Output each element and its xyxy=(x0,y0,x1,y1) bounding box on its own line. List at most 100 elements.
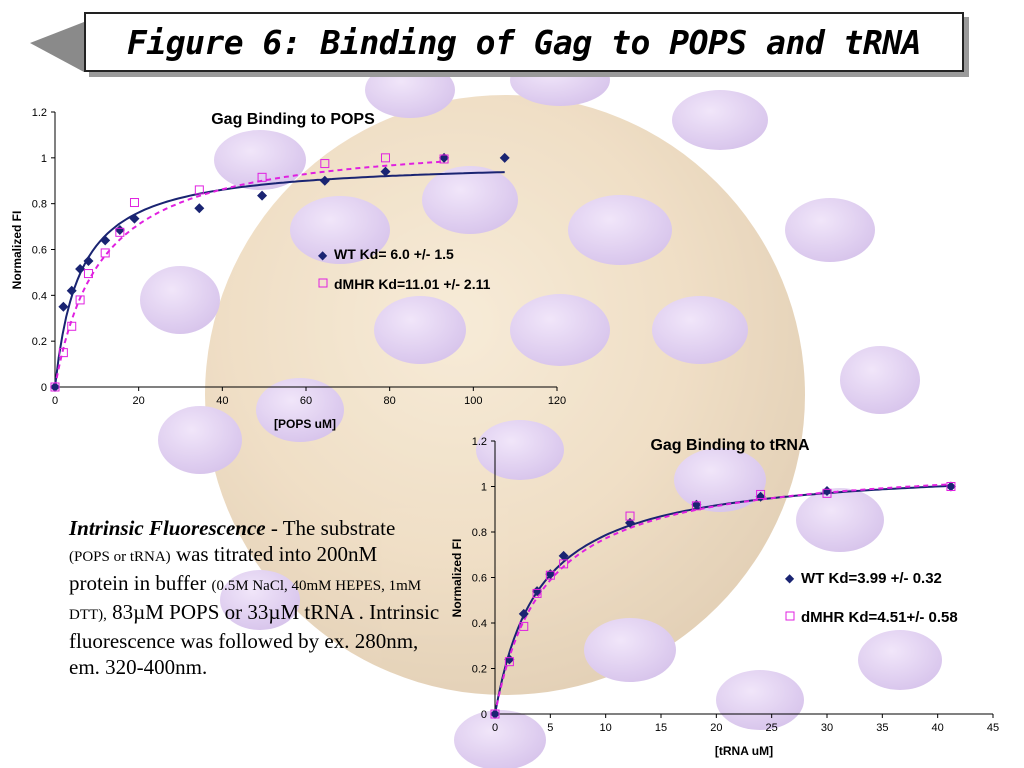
data-point-wt xyxy=(194,203,205,214)
data-point-wt xyxy=(518,608,529,619)
y-tick-label: 1.2 xyxy=(472,436,487,448)
chart-title: Gag Binding to POPS xyxy=(211,111,375,128)
data-point-dmhr xyxy=(75,295,85,305)
method-caption: Intrinsic Fluorescence - The substrate (… xyxy=(69,515,441,680)
y-tick-label: 0.2 xyxy=(472,664,487,676)
y-tick-label: 0.8 xyxy=(472,527,487,539)
slide-title-box: Figure 6: Binding of Gag to POPS and tRN… xyxy=(84,12,964,72)
x-tick-label: 45 xyxy=(987,722,999,734)
legend-label-dmhr: dMHR Kd=11.01 +/- 2.11 xyxy=(334,276,491,292)
title-arrow-decoration xyxy=(30,22,84,72)
data-point-wt xyxy=(100,235,111,246)
y-tick-label: 0 xyxy=(481,709,487,721)
data-point-wt xyxy=(114,225,125,236)
legend-marker-dmhr xyxy=(785,611,795,621)
data-point-wt xyxy=(83,255,94,266)
caption-heading: Intrinsic Fluorescence xyxy=(69,516,266,540)
x-tick-label: 0 xyxy=(52,395,58,407)
data-point-dmhr xyxy=(129,198,139,208)
data-point-wt xyxy=(822,486,832,497)
x-tick-label: 30 xyxy=(821,722,833,734)
x-tick-label: 0 xyxy=(492,722,498,734)
data-point-dmhr xyxy=(83,269,93,279)
data-point-dmhr xyxy=(115,227,125,237)
data-point-wt xyxy=(257,190,268,201)
data-point-dmhr xyxy=(756,489,766,499)
y-axis-label: Normalized FI xyxy=(450,539,464,618)
x-tick-label: 25 xyxy=(766,722,778,734)
data-point-dmhr xyxy=(490,709,500,719)
y-axis-label: Normalized FI xyxy=(10,211,24,290)
y-tick-label: 0.2 xyxy=(32,336,47,348)
x-tick-label: 40 xyxy=(216,395,228,407)
data-point-dmhr xyxy=(100,248,110,258)
y-tick-label: 0.8 xyxy=(32,199,47,211)
caption-text-3: was titrated into 200nM protein in buffe… xyxy=(69,542,378,595)
x-tick-label: 20 xyxy=(710,722,722,734)
data-point-dmhr xyxy=(67,321,77,331)
y-tick-label: 0.4 xyxy=(32,290,47,302)
data-point-wt xyxy=(66,285,77,296)
data-point-wt xyxy=(380,166,391,177)
data-point-dmhr xyxy=(519,621,529,631)
x-tick-label: 60 xyxy=(300,395,312,407)
data-point-dmhr xyxy=(257,172,267,182)
caption-text-4: (0.5M NaCl, 40mM HEPES, 1mM DTT), xyxy=(69,578,422,623)
x-axis-label: [tRNA uM] xyxy=(715,744,773,758)
data-point-wt xyxy=(532,586,543,597)
legend: ◆ WT Kd= 6.0 +/- 1.5 dMHR Kd=11.01 +/- 2… xyxy=(318,246,491,292)
legend-label-wt: WT Kd=3.99 +/- 0.32 xyxy=(801,570,942,587)
data-point-wt xyxy=(75,263,86,274)
data-point-wt xyxy=(945,481,956,492)
data-point-wt xyxy=(50,382,60,392)
y-tick-label: 0 xyxy=(41,382,47,394)
y-tick-label: 1.2 xyxy=(32,107,47,119)
data-point-dmhr xyxy=(625,511,635,521)
y-tick-label: 0.6 xyxy=(472,573,487,585)
data-point-dmhr xyxy=(532,588,542,598)
x-tick-label: 10 xyxy=(600,722,612,734)
legend-marker-dmhr xyxy=(318,278,328,288)
legend-label-dmhr: dMHR Kd=4.51+/- 0.58 xyxy=(801,609,958,626)
data-point-wt xyxy=(504,654,515,665)
data-point-wt xyxy=(129,213,140,224)
caption-text-5: 83µM POPS or 33µM tRNA . Intrinsic fluor… xyxy=(69,600,440,679)
x-axis-label: [POPS uM] xyxy=(274,417,336,431)
data-point-dmhr xyxy=(822,488,832,498)
fit-line-wt xyxy=(494,484,951,715)
x-tick-label: 20 xyxy=(133,395,145,407)
data-point-wt xyxy=(755,491,766,502)
data-point-dmhr xyxy=(504,657,514,667)
data-point-dmhr xyxy=(691,501,701,511)
data-point-wt xyxy=(319,175,330,186)
data-point-dmhr xyxy=(439,154,449,164)
data-point-dmhr xyxy=(320,159,330,169)
data-point-wt xyxy=(558,550,569,561)
y-tick-label: 1 xyxy=(481,482,487,494)
chart-title: Gag Binding to tRNA xyxy=(650,437,810,454)
fit-line-dmhr xyxy=(54,160,445,388)
legend-marker-wt: ◆ xyxy=(785,571,795,585)
caption-text-1: - The substrate xyxy=(265,516,396,540)
legend-label-wt: WT Kd= 6.0 +/- 1.5 xyxy=(334,246,454,262)
x-tick-label: 100 xyxy=(464,395,482,407)
y-tick-label: 0.4 xyxy=(472,618,487,630)
fit-line-dmhr xyxy=(494,483,951,715)
x-tick-label: 35 xyxy=(876,722,888,734)
data-point-wt xyxy=(499,152,510,163)
fit-line-wt xyxy=(54,171,505,388)
y-tick-label: 1 xyxy=(41,153,47,165)
data-point-dmhr xyxy=(380,153,390,163)
data-point-dmhr xyxy=(194,185,204,195)
data-point-dmhr xyxy=(559,559,569,569)
x-tick-label: 40 xyxy=(932,722,944,734)
slide-title: Figure 6: Binding of Gag to POPS and tRN… xyxy=(126,22,922,62)
caption-text-2: (POPS or tRNA) xyxy=(69,549,171,565)
y-tick-label: 0.6 xyxy=(32,245,47,257)
data-point-dmhr xyxy=(946,482,956,491)
x-tick-label: 15 xyxy=(655,722,667,734)
data-point-wt xyxy=(58,301,69,312)
